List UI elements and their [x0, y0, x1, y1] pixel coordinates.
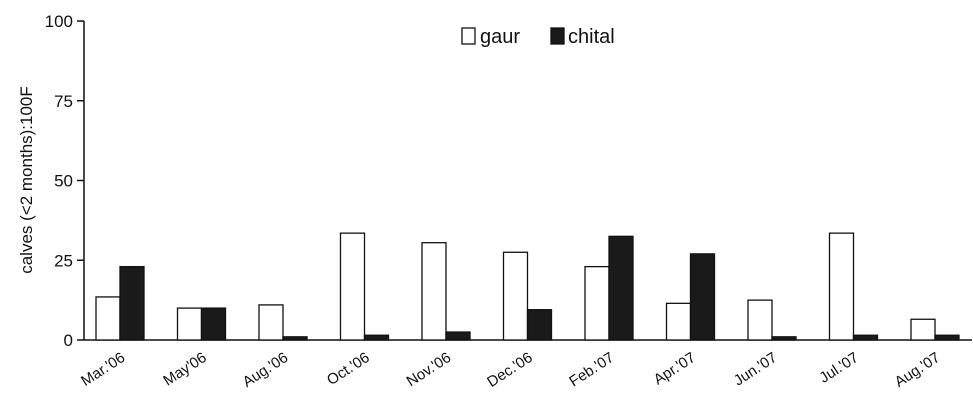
legend-label-gaur: gaur: [480, 26, 520, 48]
x-tick-label: Nov.'06: [404, 349, 455, 390]
bar-chital-6: [608, 235, 634, 341]
bar-chital-4: [445, 331, 471, 341]
y-tick-label: 75: [54, 92, 73, 111]
bar-chital-5: [526, 309, 553, 341]
bar-chital-10: [934, 334, 960, 341]
bar-gaur-8: [747, 299, 773, 341]
bar-chital-1: [200, 307, 227, 341]
bar-gaur-7: [665, 302, 692, 341]
bar-gaur-10: [910, 318, 936, 341]
bar-gaur-9: [828, 232, 855, 341]
bar-chital-2: [282, 336, 308, 341]
x-tick-label: Dec.'06: [484, 349, 536, 391]
x-tick-label: Aug.'07: [892, 349, 944, 391]
y-tick-label: 25: [54, 251, 73, 270]
bar-chital-3: [363, 334, 390, 341]
bar-gaur-5: [502, 251, 529, 341]
y-tick-label: 50: [54, 172, 73, 191]
y-axis-label: calves (<2 months):100F: [17, 86, 36, 274]
bar-gaur-4: [421, 242, 447, 341]
y-tick-label: 100: [45, 12, 73, 31]
x-tick-label: Jun.'07: [731, 349, 780, 389]
x-tick-label: Apr.'07: [651, 349, 699, 388]
y-tick-label: 0: [64, 331, 73, 350]
bar-gaur-0: [95, 296, 121, 341]
bar-chital-9: [852, 334, 879, 341]
x-tick-label: Mar.'06: [78, 349, 128, 390]
bar-gaur-6: [584, 265, 610, 341]
legend-label-chital: chital: [568, 26, 615, 48]
bars: [95, 232, 960, 341]
x-tick-labels: Mar.'06 May'06 Aug.'06 Oct.'06 Nov.'06 Dec.'0…: [78, 349, 943, 391]
bar-chital-0: [119, 265, 145, 341]
legend-swatch-gaur: [461, 27, 476, 45]
y-ticks: 0 25 50 75 100: [45, 12, 84, 350]
x-tick-label: May'06: [160, 349, 209, 389]
legend: gaur chital: [461, 26, 615, 48]
bar-gaur-2: [258, 304, 284, 341]
x-tick-label: Jul.'07: [816, 349, 861, 387]
x-tick-label: Aug.'06: [240, 349, 292, 391]
bar-gaur-1: [176, 307, 203, 341]
bar-chital-8: [771, 336, 797, 341]
x-tick-label: Feb.'07: [566, 349, 617, 390]
legend-swatch-chital: [550, 27, 565, 45]
bar-chital-7: [689, 253, 716, 341]
x-tick-label: Oct.'06: [324, 349, 373, 389]
bar-gaur-3: [339, 232, 366, 341]
